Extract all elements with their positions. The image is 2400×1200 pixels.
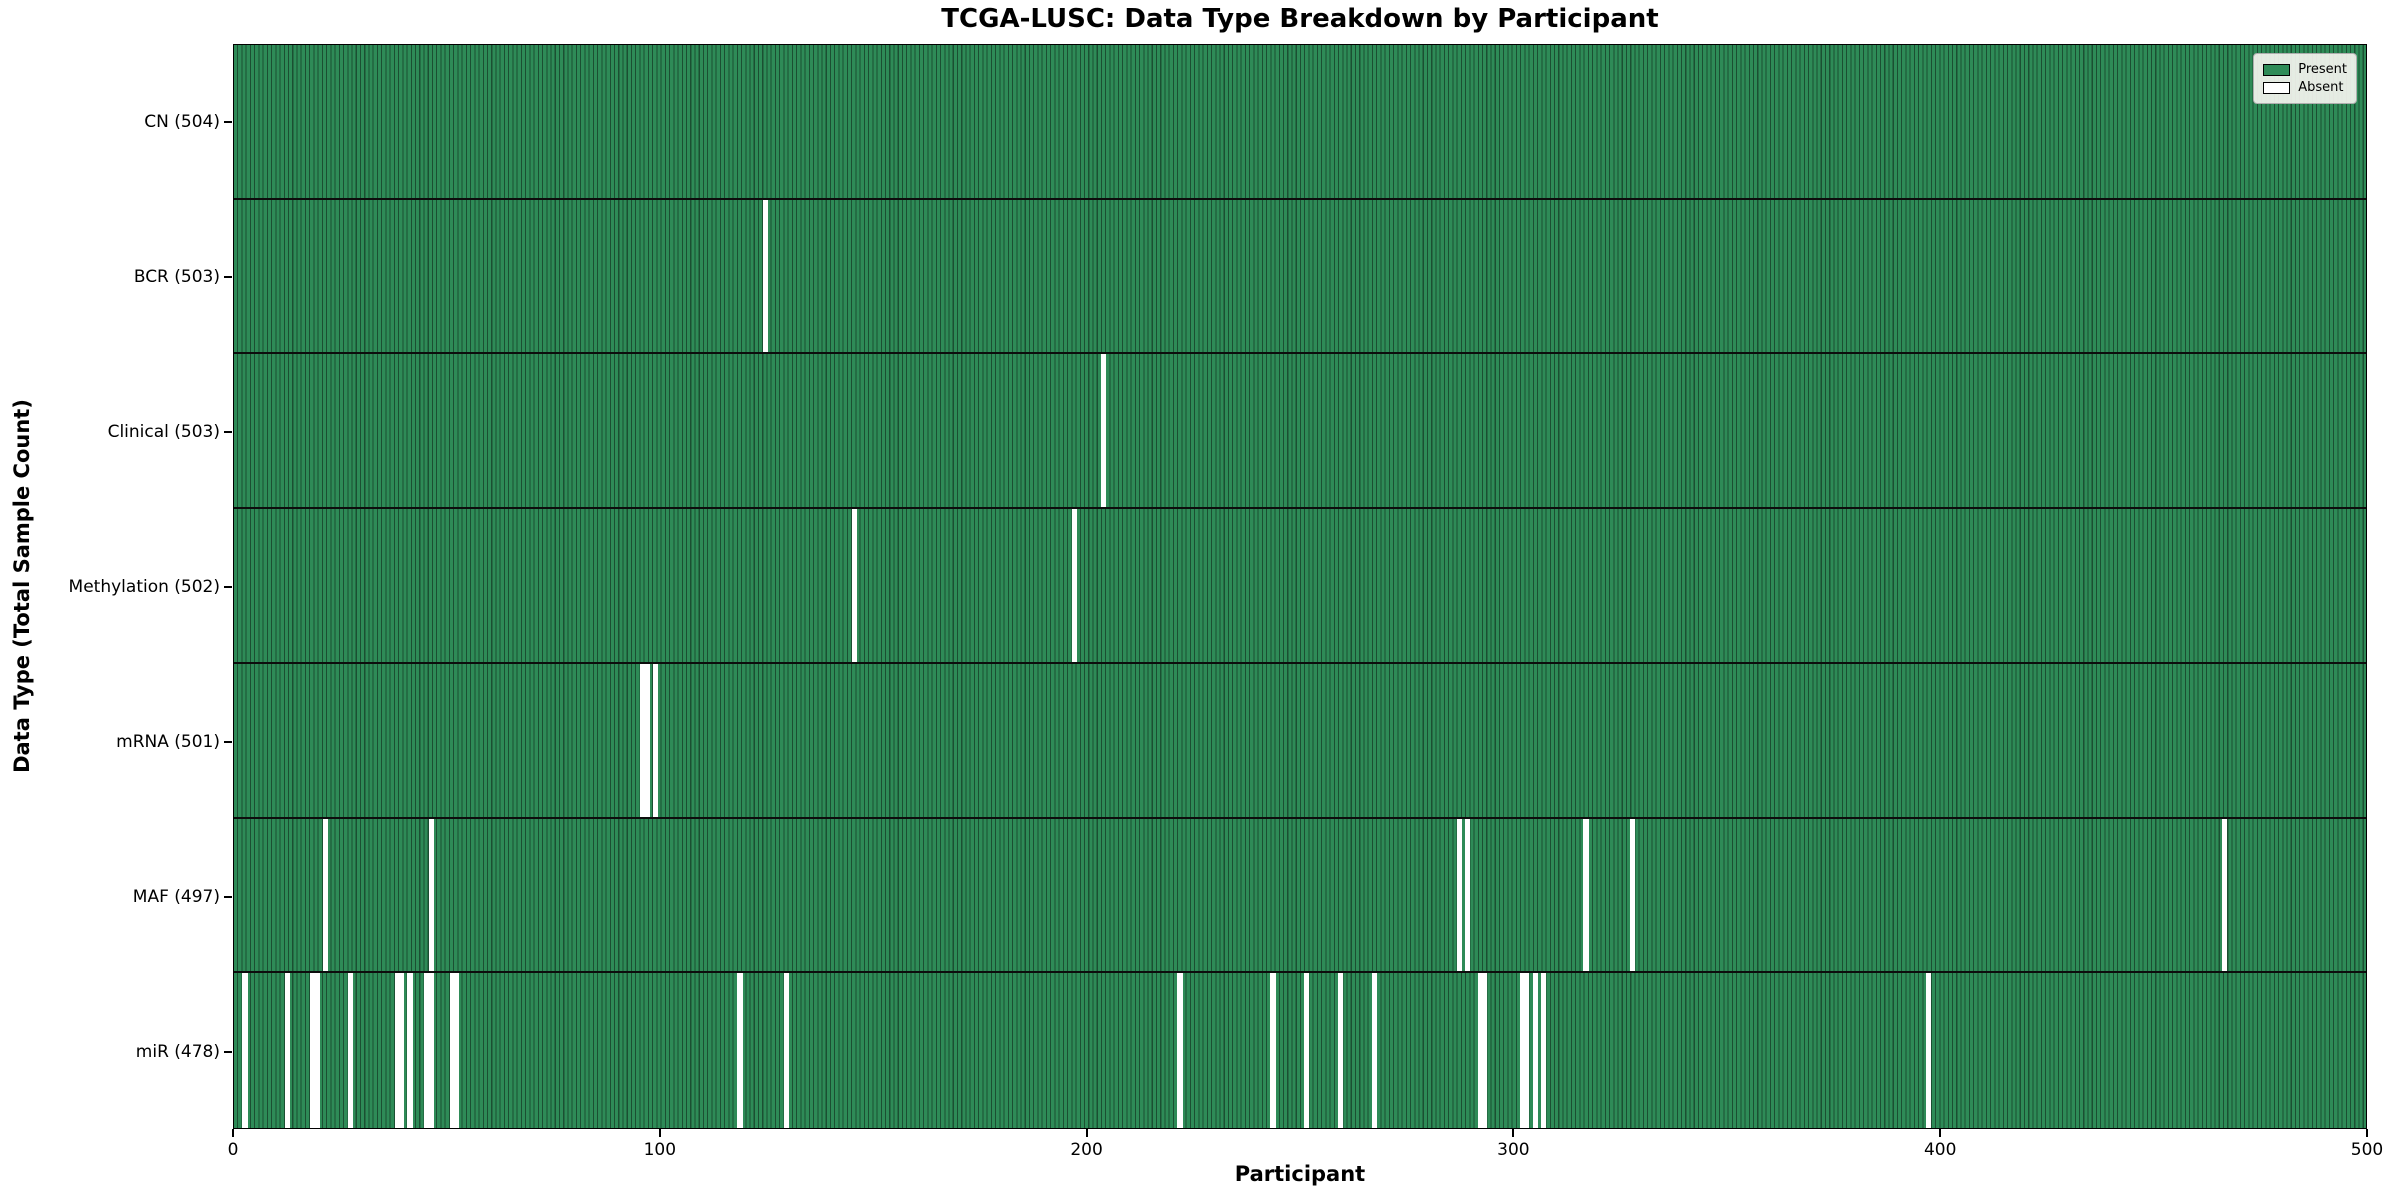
- absent-gap-miR-27: [348, 973, 354, 1128]
- absent-gap-miR-45: [424, 973, 430, 1128]
- absent-gap-Methylation-146: [851, 509, 857, 662]
- absent-gap-miR-261: [1338, 973, 1344, 1128]
- absent-gap-miR-253: [1304, 973, 1310, 1128]
- absent-gap-miR-119: [737, 973, 743, 1128]
- x-tick-label-0: 0: [227, 1140, 239, 1160]
- absent-gap-miR-12: [284, 973, 290, 1128]
- legend-absent-swatch: [2263, 81, 2291, 94]
- y-tick-label-miR: miR (478): [135, 1041, 220, 1062]
- y-tick-label-Methylation: Methylation (502): [68, 576, 220, 597]
- absent-gap-miR-269: [1371, 973, 1378, 1128]
- absent-gap-miR-304: [1519, 973, 1526, 1128]
- y-tick-mark: [224, 430, 232, 433]
- absent-gap-miR-39: [398, 973, 405, 1128]
- legend-present-label: Present: [2298, 62, 2347, 77]
- x-tick-mark: [1512, 1129, 1515, 1137]
- absent-gap-miR-245: [1270, 973, 1276, 1128]
- absent-gap-miR-46: [428, 973, 434, 1128]
- y-tick-label-CN: CN (504): [144, 111, 220, 132]
- absent-gap-miR-307: [1532, 973, 1538, 1128]
- row-band-Methylation: [234, 509, 2366, 664]
- y-tick-label-BCR: BCR (503): [133, 266, 220, 287]
- row-band-CN: [234, 45, 2366, 200]
- y-tick-label-MAF: MAF (497): [132, 886, 220, 907]
- absent-gap-miR-2: [242, 973, 248, 1128]
- legend-item-absent: Absent: [2263, 80, 2347, 95]
- row-band-mRNA: [234, 663, 2366, 819]
- absent-gap-miR-309: [1541, 973, 1547, 1128]
- x-tick-mark: [2366, 1129, 2368, 1137]
- absent-gap-miR-41: [407, 973, 413, 1128]
- absent-gap-BCR-125: [762, 199, 768, 353]
- y-tick-label-mRNA: mRNA (501): [116, 731, 220, 752]
- row-band-miR: [234, 973, 2366, 1128]
- y-tick-mark: [224, 585, 232, 588]
- absent-gap-miR-294: [1477, 973, 1483, 1128]
- chart-title: TCGA-LUSC: Data Type Breakdown by Partic…: [941, 4, 1659, 34]
- x-axis-label: Participant: [1234, 1162, 1366, 1186]
- absent-gap-MAF-470: [2222, 818, 2228, 972]
- absent-gap-MAF-21: [322, 818, 329, 972]
- absent-gap-MAF-46: [428, 818, 434, 972]
- absent-gap-Clinical-205: [1101, 354, 1107, 508]
- absent-gap-mRNA-99: [652, 663, 658, 817]
- absent-gap-MAF-289: [1456, 818, 1462, 972]
- row-band-Clinical: [234, 354, 2366, 510]
- absent-gap-MAF-330: [1629, 818, 1636, 972]
- absent-gap-miR-130: [783, 973, 790, 1128]
- absent-gap-miR-51: [449, 973, 455, 1128]
- y-tick-mark: [224, 275, 232, 278]
- absent-gap-mRNA-97: [644, 663, 650, 817]
- absent-gap-miR-305: [1524, 973, 1530, 1128]
- y-tick-mark: [224, 740, 232, 743]
- absent-gap-MAF-319: [1583, 818, 1589, 972]
- y-tick-mark: [224, 120, 232, 123]
- x-tick-mark: [658, 1129, 661, 1137]
- row-band-MAF: [234, 818, 2366, 974]
- row-band-BCR: [234, 199, 2366, 355]
- absent-gap-miR-400: [1926, 973, 1932, 1128]
- legend-present-swatch: [2263, 63, 2291, 76]
- absent-gap-mRNA-96: [640, 663, 646, 817]
- x-tick-label-100: 100: [643, 1140, 677, 1160]
- absent-gap-miR-38: [394, 973, 400, 1128]
- x-tick-label-400: 400: [1923, 1140, 1957, 1160]
- x-tick-mark: [1939, 1129, 1942, 1137]
- legend-absent-label: Absent: [2298, 80, 2344, 95]
- y-tick-mark: [224, 1050, 232, 1053]
- legend-item-present: Present: [2263, 62, 2347, 77]
- absent-gap-miR-52: [453, 973, 460, 1128]
- absent-gap-MAF-291: [1464, 818, 1471, 972]
- legend: Present Absent: [2253, 53, 2357, 104]
- x-tick-label-300: 300: [1497, 1140, 1530, 1160]
- absent-gap-Methylation-198: [1071, 509, 1077, 662]
- y-tick-label-Clinical: Clinical (503): [107, 421, 220, 442]
- y-tick-mark: [224, 895, 232, 898]
- x-tick-label-200: 200: [1070, 1140, 1103, 1160]
- x-tick-mark: [232, 1129, 234, 1137]
- x-tick-label-500: 500: [2350, 1140, 2384, 1160]
- absent-gap-miR-223: [1177, 973, 1183, 1128]
- absent-gap-miR-19: [314, 973, 320, 1128]
- absent-gap-miR-18: [310, 973, 316, 1128]
- x-tick-mark: [1085, 1129, 1088, 1137]
- absent-gap-miR-295: [1481, 973, 1488, 1128]
- plot-area: Present Absent: [233, 44, 2367, 1129]
